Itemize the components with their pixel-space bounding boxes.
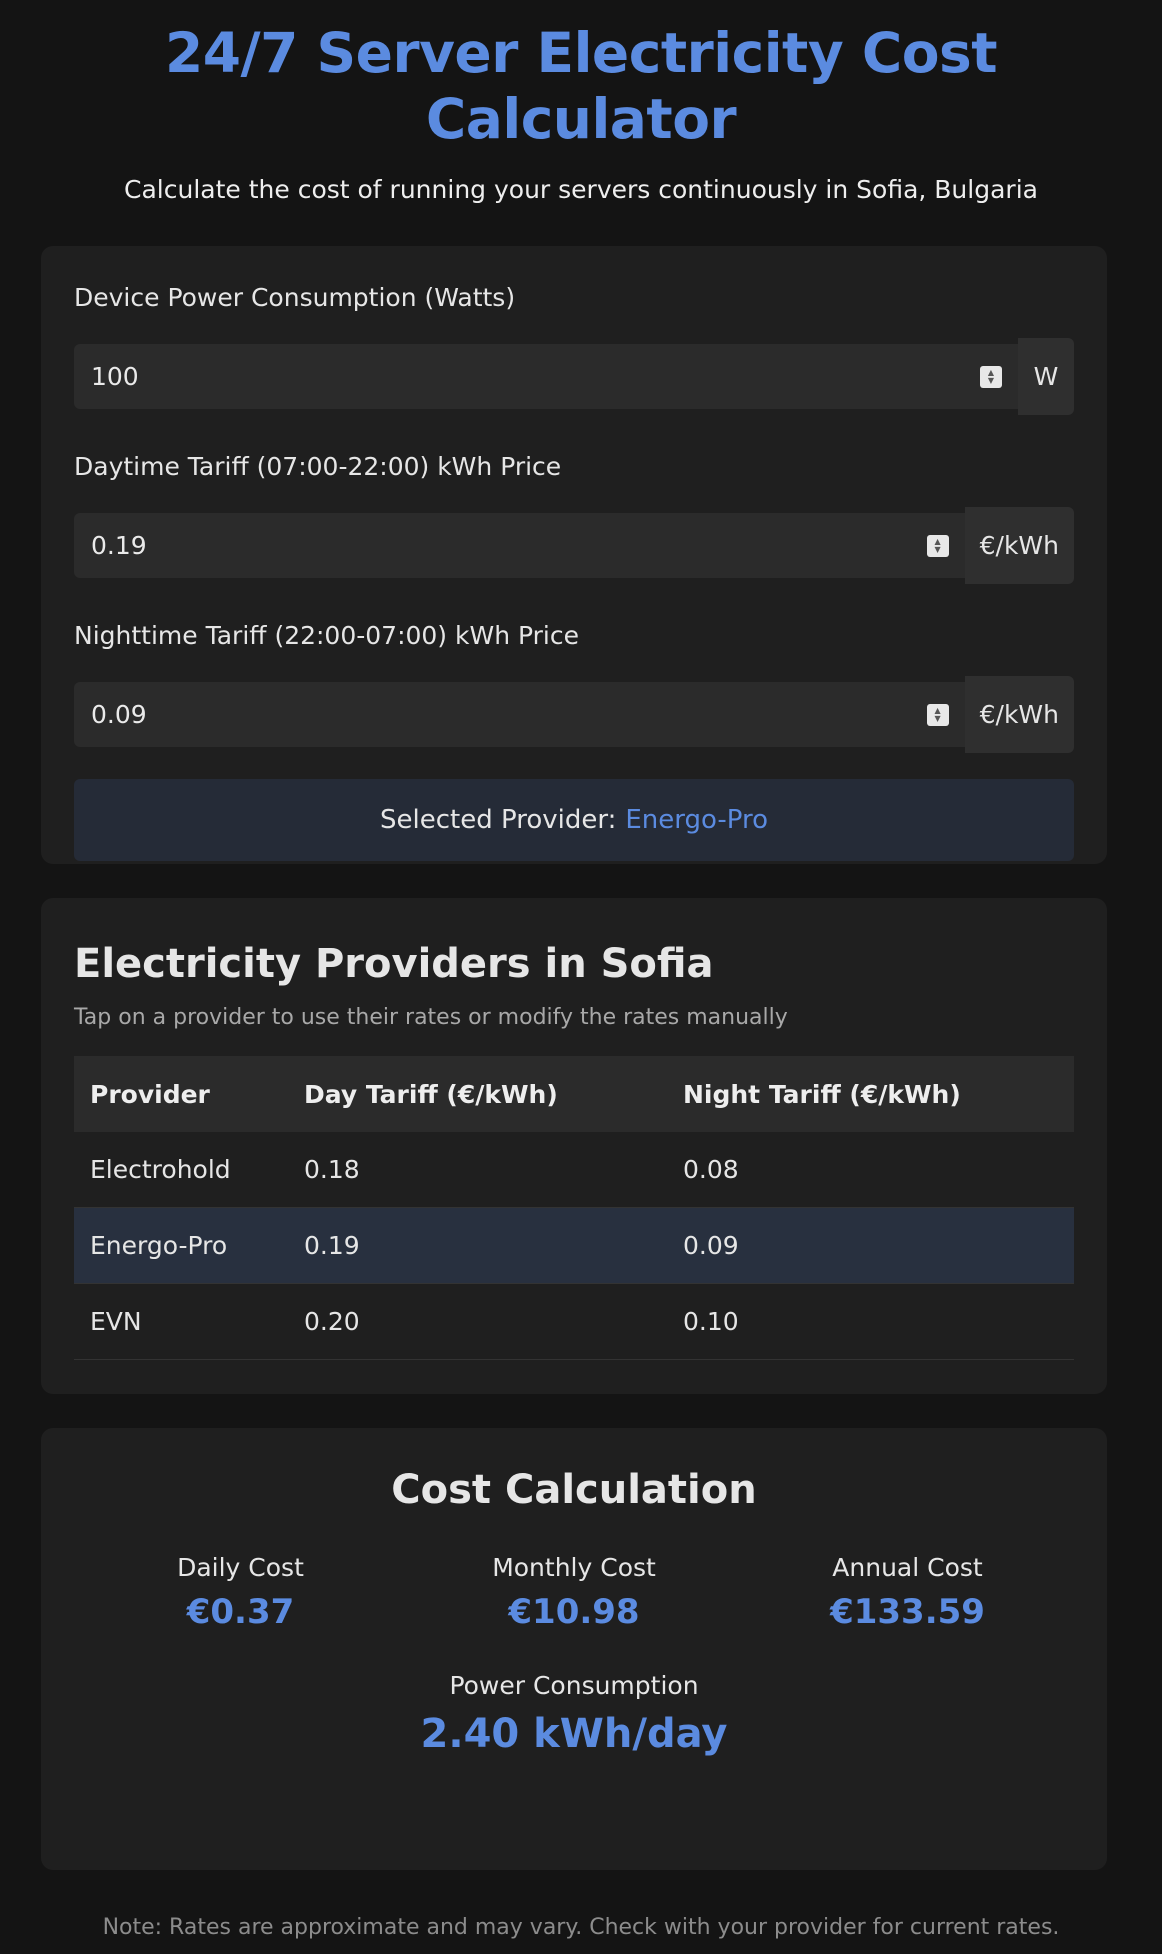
- footer-note: Note: Rates are approximate and may vary…: [102, 1915, 1060, 1940]
- provider-name: Electrohold: [74, 1132, 288, 1208]
- page-subtitle: Calculate the cost of running your serve…: [124, 175, 1038, 204]
- providers-table: Provider Day Tariff (€/kWh) Night Tariff…: [74, 1056, 1074, 1360]
- power-consumption: Power Consumption 2.40 kWh/day: [74, 1670, 1074, 1760]
- power-label: Device Power Consumption (Watts): [74, 283, 516, 312]
- providers-card: Electricity Providers in Sofia Tap on a …: [41, 898, 1107, 1394]
- monthly-cost: Monthly Cost €10.98: [408, 1552, 741, 1634]
- night-tariff-spinner-icon[interactable]: ▲ ▼: [926, 703, 949, 726]
- monthly-cost-label: Monthly Cost: [492, 1553, 656, 1582]
- page-title: 24/7 Server Electricity Cost Calculator: [164, 21, 998, 151]
- day-tariff-unit: €/kWh: [964, 507, 1074, 584]
- daily-cost-value: €0.37: [186, 1592, 295, 1632]
- column-header-provider: Provider: [74, 1056, 288, 1132]
- day-tariff-input-value: 0.19: [91, 531, 147, 560]
- provider-night-tariff: 0.09: [667, 1207, 1074, 1284]
- daily-cost-label: Daily Cost: [177, 1553, 304, 1582]
- provider-day-tariff: 0.19: [288, 1207, 667, 1284]
- selected-provider-label: Selected Provider:: [380, 805, 617, 835]
- annual-cost-value: €133.59: [830, 1592, 985, 1632]
- provider-night-tariff: 0.10: [667, 1283, 1074, 1360]
- night-tariff-input[interactable]: 0.09 ▲ ▼: [74, 682, 965, 747]
- selected-provider-name: Energo-Pro: [625, 805, 768, 835]
- providers-hint: Tap on a provider to use their rates or …: [74, 1005, 788, 1030]
- table-row-evn[interactable]: EVN 0.20 0.10: [74, 1283, 1074, 1360]
- night-tariff-unit: €/kWh: [964, 676, 1074, 753]
- day-tariff-spinner-icon[interactable]: ▲ ▼: [926, 534, 949, 557]
- power-spinner-icon[interactable]: ▲ ▼: [980, 365, 1002, 388]
- annual-cost-label: Annual Cost: [832, 1553, 983, 1582]
- table-row-energo-pro[interactable]: Energo-Pro 0.19 0.09: [74, 1207, 1074, 1284]
- annual-cost: Annual Cost €133.59: [741, 1552, 1074, 1634]
- providers-title: Electricity Providers in Sofia: [74, 941, 714, 987]
- night-tariff-input-row: 0.09 ▲ ▼ €/kWh: [74, 676, 1074, 753]
- provider-name: EVN: [74, 1283, 288, 1360]
- power-input-row: 100 ▲ ▼ W: [74, 338, 1074, 415]
- provider-night-tariff: 0.08: [667, 1132, 1074, 1208]
- cost-title: Cost Calculation: [391, 1467, 757, 1513]
- selected-provider-box: Selected Provider: Energo-Pro: [74, 779, 1074, 861]
- night-tariff-input-value: 0.09: [91, 700, 147, 729]
- provider-day-tariff: 0.18: [288, 1132, 667, 1208]
- power-consumption-label: Power Consumption: [449, 1671, 699, 1700]
- daily-cost: Daily Cost €0.37: [74, 1552, 407, 1634]
- cost-grid: Daily Cost €0.37 Monthly Cost €10.98 Ann…: [74, 1552, 1074, 1634]
- monthly-cost-value: €10.98: [508, 1592, 640, 1632]
- day-tariff-input-row: 0.19 ▲ ▼ €/kWh: [74, 507, 1074, 584]
- night-tariff-label: Nighttime Tariff (22:00-07:00) kWh Price: [74, 621, 579, 650]
- table-header-row: Provider Day Tariff (€/kWh) Night Tariff…: [74, 1056, 1074, 1132]
- power-unit: W: [1018, 338, 1074, 415]
- column-header-day-tariff: Day Tariff (€/kWh): [288, 1056, 667, 1132]
- day-tariff-input[interactable]: 0.19 ▲ ▼: [74, 513, 965, 578]
- day-tariff-label: Daytime Tariff (07:00-22:00) kWh Price: [74, 452, 562, 481]
- table-row-electrohold[interactable]: Electrohold 0.18 0.08: [74, 1132, 1074, 1208]
- power-consumption-value: 2.40 kWh/day: [420, 1711, 728, 1757]
- power-input[interactable]: 100 ▲ ▼: [74, 344, 1018, 409]
- column-header-night-tariff: Night Tariff (€/kWh): [667, 1056, 1074, 1132]
- provider-name: Energo-Pro: [74, 1207, 288, 1284]
- power-input-value: 100: [91, 362, 139, 391]
- provider-day-tariff: 0.20: [288, 1283, 667, 1360]
- inputs-card: Device Power Consumption (Watts) 100 ▲ ▼ …: [41, 246, 1107, 864]
- cost-card: Cost Calculation Daily Cost €0.37 Monthl…: [41, 1428, 1107, 1870]
